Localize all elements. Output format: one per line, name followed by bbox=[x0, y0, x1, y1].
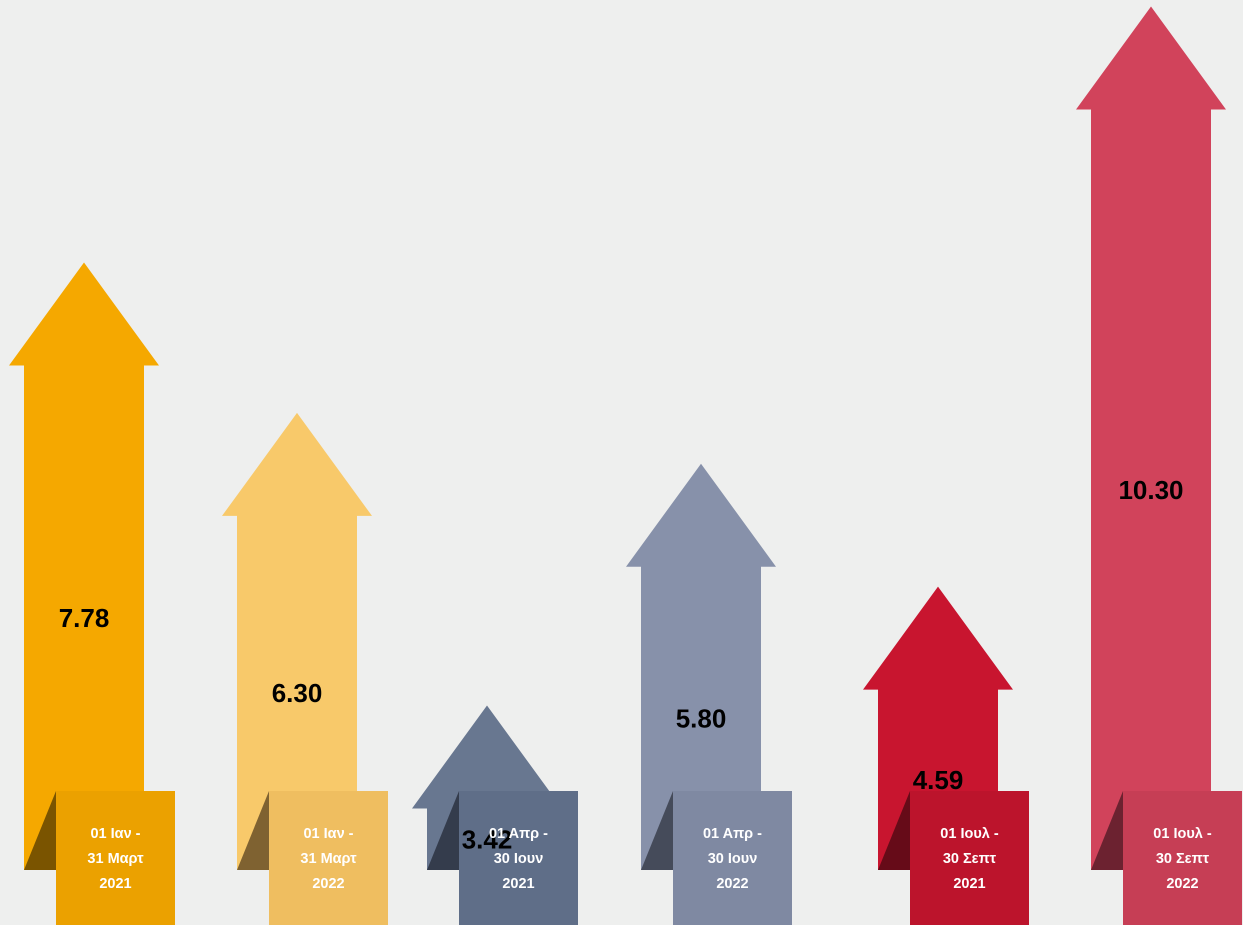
category-label-line: 30 Σεπτ bbox=[943, 851, 997, 867]
category-label-line: 01 Ιουλ - bbox=[1153, 826, 1212, 842]
value-label: 3.42 bbox=[462, 824, 513, 854]
category-tag bbox=[459, 791, 578, 925]
value-label: 5.80 bbox=[676, 703, 727, 733]
category-label-line: 01 Ιαν - bbox=[303, 826, 353, 842]
value-label: 10.30 bbox=[1118, 475, 1183, 505]
arrow-bar-shape bbox=[626, 463, 776, 870]
category-tag bbox=[1123, 791, 1242, 925]
arrow-bar-6: 10.30 01 Ιουλ - 30 Σεπτ 2022 bbox=[1076, 6, 1242, 925]
category-tag bbox=[56, 791, 175, 925]
arrow-bar-2: 6.30 01 Ιαν - 31 Μαρτ 2022 bbox=[222, 412, 388, 925]
category-label-line: 30 Ιουν bbox=[494, 851, 544, 867]
value-label: 6.30 bbox=[272, 678, 323, 708]
category-label-line: 30 Σεπτ bbox=[1156, 851, 1210, 867]
category-label-line: 30 Ιουν bbox=[708, 851, 758, 867]
category-label-line: 01 Ιουλ - bbox=[940, 826, 999, 842]
value-label: 4.59 bbox=[913, 765, 964, 795]
tag-fold bbox=[427, 791, 459, 870]
tag-fold bbox=[878, 791, 910, 870]
tag-fold bbox=[1091, 791, 1123, 870]
category-label-line: 01 Απρ - bbox=[703, 826, 762, 842]
tag-fold bbox=[24, 791, 56, 870]
category-label-line: 2021 bbox=[99, 876, 131, 892]
arrow-bar-shape bbox=[9, 262, 159, 870]
tag-fold bbox=[237, 791, 269, 870]
category-label-line: 2021 bbox=[953, 876, 985, 892]
category-label-line: 31 Μαρτ bbox=[300, 851, 357, 867]
category-tag bbox=[673, 791, 792, 925]
tag-fold bbox=[641, 791, 673, 870]
category-tag bbox=[910, 791, 1029, 925]
arrow-bar-1: 7.78 01 Ιαν - 31 Μαρτ 2021 bbox=[9, 262, 175, 925]
category-label-line: 31 Μαρτ bbox=[87, 851, 144, 867]
arrow-bar-shape bbox=[1076, 6, 1226, 870]
category-label-line: 2022 bbox=[1166, 876, 1198, 892]
category-label-line: 2022 bbox=[716, 876, 748, 892]
category-label-line: 2022 bbox=[312, 876, 344, 892]
value-label: 7.78 bbox=[59, 603, 110, 633]
category-label-line: 01 Απρ - bbox=[489, 826, 548, 842]
arrow-bar-shape bbox=[222, 412, 372, 870]
category-label-line: 01 Ιαν - bbox=[90, 826, 140, 842]
category-label-line: 2021 bbox=[502, 876, 534, 892]
category-tag bbox=[269, 791, 388, 925]
arrow-bar-4: 5.80 01 Απρ - 30 Ιουν 2022 bbox=[626, 463, 792, 925]
arrow-bar-5: 4.59 01 Ιουλ - 30 Σεπτ 2021 bbox=[863, 586, 1029, 925]
